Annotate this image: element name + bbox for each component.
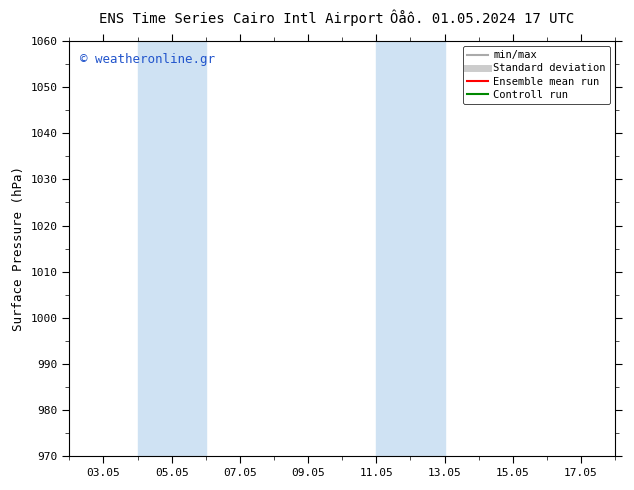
Bar bbox=[377, 41, 444, 456]
Legend: min/max, Standard deviation, Ensemble mean run, Controll run: min/max, Standard deviation, Ensemble me… bbox=[463, 46, 610, 104]
Y-axis label: Surface Pressure (hPa): Surface Pressure (hPa) bbox=[12, 166, 25, 331]
Text: ENS Time Series Cairo Intl Airport: ENS Time Series Cairo Intl Airport bbox=[98, 12, 384, 26]
Text: Ôåô. 01.05.2024 17 UTC: Ôåô. 01.05.2024 17 UTC bbox=[390, 12, 574, 26]
Text: © weatheronline.gr: © weatheronline.gr bbox=[81, 53, 216, 67]
Bar bbox=[138, 41, 206, 456]
